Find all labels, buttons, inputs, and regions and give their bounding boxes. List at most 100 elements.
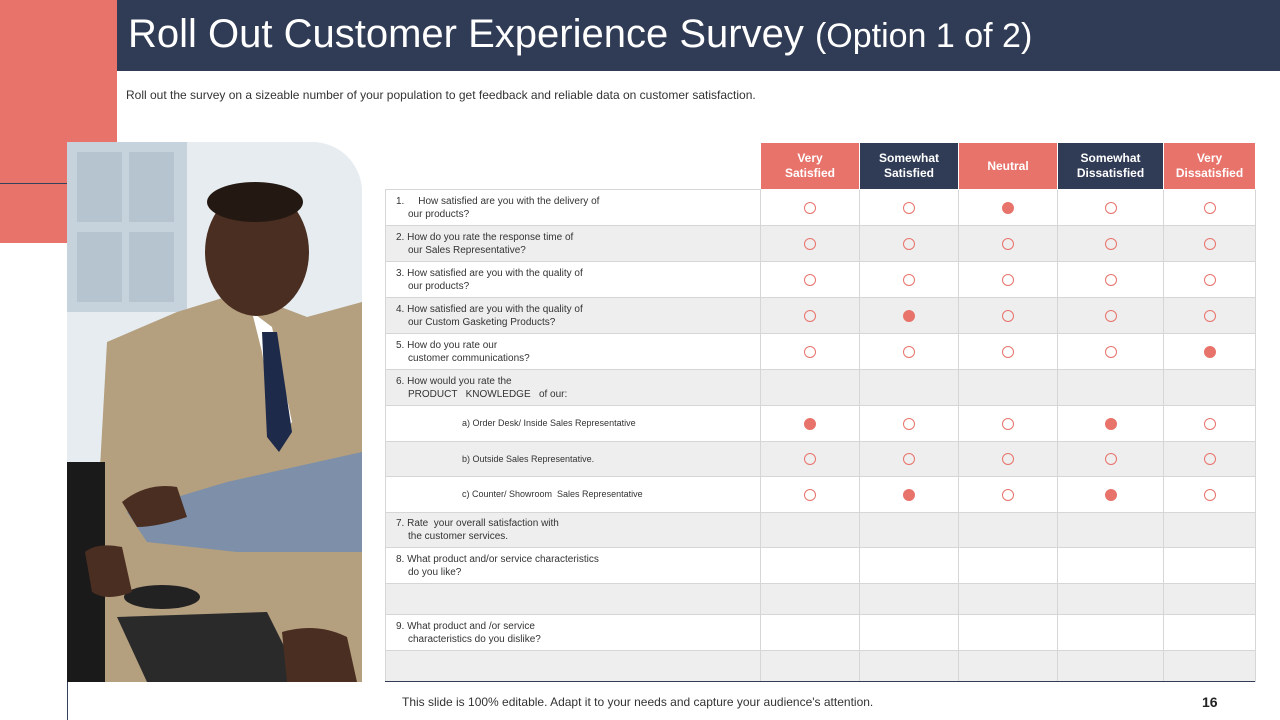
radio-option[interactable] xyxy=(804,201,816,214)
survey-question: 8. What product and/or service character… xyxy=(385,547,761,584)
rating-cell xyxy=(1163,650,1256,682)
rating-cell xyxy=(760,189,860,226)
radio-option[interactable] xyxy=(1002,237,1014,250)
rating-cell xyxy=(1163,297,1256,334)
rating-cell xyxy=(1163,476,1256,513)
divider-line xyxy=(0,183,67,184)
rating-cell xyxy=(958,405,1058,442)
col-somewhat-satisfied: Somewhat Satisfied xyxy=(859,142,959,190)
radio-option[interactable] xyxy=(903,453,915,465)
radio-option[interactable] xyxy=(1002,488,1014,501)
survey-question: b) Outside Sales Representative. xyxy=(385,441,761,477)
survey-question xyxy=(385,583,761,615)
question-text: 7. Rate your overall satisfaction with xyxy=(396,518,559,529)
col-neutral: Neutral xyxy=(958,142,1058,190)
radio-option[interactable] xyxy=(1203,237,1216,250)
rating-cell xyxy=(859,476,959,513)
col-very-dissatisfied: Very Dissatisfied xyxy=(1163,142,1256,190)
radio-selected[interactable] xyxy=(1104,488,1117,501)
question-text: 5. How do you rate our xyxy=(396,339,498,351)
question-text-line2: do you like? xyxy=(408,566,462,578)
page-number: 16 xyxy=(1202,694,1218,710)
rating-cell xyxy=(859,650,959,682)
radio-option[interactable] xyxy=(804,488,816,501)
radio-option[interactable] xyxy=(1104,237,1117,250)
radio-option[interactable] xyxy=(1002,309,1014,322)
rating-cell xyxy=(859,369,959,406)
radio-selected[interactable] xyxy=(903,488,915,501)
rating-cell xyxy=(859,614,959,651)
rating-cell xyxy=(760,297,860,334)
survey-question: 1. How satisfied are you with the delive… xyxy=(385,189,761,226)
question-text-line2: customer communications? xyxy=(408,352,530,364)
radio-option[interactable] xyxy=(804,237,816,250)
radio-selected[interactable] xyxy=(1104,417,1117,430)
radio-option[interactable] xyxy=(1203,201,1216,214)
question-text-line2: the customer services. xyxy=(408,531,509,542)
survey-table: Very Satisfied Somewhat Satisfied Neutral … xyxy=(385,142,1256,682)
radio-option[interactable] xyxy=(1203,453,1216,465)
radio-option[interactable] xyxy=(903,345,915,358)
survey-row: a) Order Desk/ Inside Sales Representati… xyxy=(385,405,1256,442)
radio-option[interactable] xyxy=(1203,273,1216,286)
radio-selected[interactable] xyxy=(1203,345,1216,358)
survey-question: a) Order Desk/ Inside Sales Representati… xyxy=(385,405,761,442)
rating-cell xyxy=(760,225,860,262)
radio-option[interactable] xyxy=(1104,345,1117,358)
rating-cell xyxy=(859,512,959,548)
radio-selected[interactable] xyxy=(903,309,915,322)
radio-selected[interactable] xyxy=(804,417,816,430)
survey-header-row: Very Satisfied Somewhat Satisfied Neutral … xyxy=(385,142,1256,190)
radio-option[interactable] xyxy=(903,417,915,430)
radio-option[interactable] xyxy=(804,309,816,322)
survey-row: 6. How would you rate the PRODUCT KNOWLED… xyxy=(385,369,1256,406)
radio-option[interactable] xyxy=(1002,345,1014,358)
radio-option[interactable] xyxy=(1203,488,1216,501)
radio-option[interactable] xyxy=(1104,309,1117,322)
radio-option[interactable] xyxy=(1002,417,1014,430)
survey-question xyxy=(385,650,761,682)
rating-cell xyxy=(958,225,1058,262)
question-text: 1. How satisfied are you with the delive… xyxy=(396,195,600,207)
radio-option[interactable] xyxy=(804,273,816,286)
radio-option[interactable] xyxy=(1002,453,1014,465)
rating-cell xyxy=(1163,189,1256,226)
radio-option[interactable] xyxy=(1002,273,1014,286)
radio-option[interactable] xyxy=(1104,201,1117,214)
radio-option[interactable] xyxy=(903,237,915,250)
rating-cell xyxy=(958,614,1058,651)
radio-option[interactable] xyxy=(903,201,915,214)
radio-selected[interactable] xyxy=(1002,201,1014,214)
radio-option[interactable] xyxy=(1203,417,1216,430)
radio-option[interactable] xyxy=(1203,309,1216,322)
survey-row: 4. How satisfied are you with the qualit… xyxy=(385,297,1256,334)
survey-row xyxy=(385,583,1256,615)
rating-cell xyxy=(1163,614,1256,651)
radio-option[interactable] xyxy=(804,345,816,358)
rating-cell xyxy=(958,547,1058,584)
rating-cell xyxy=(1163,583,1256,615)
survey-row: 1. How satisfied are you with the delive… xyxy=(385,189,1256,226)
col-very-satisfied: Very Satisfied xyxy=(760,142,860,190)
divider-line-vertical xyxy=(67,682,68,720)
survey-row: 9. What product and /or service character… xyxy=(385,614,1256,651)
radio-option[interactable] xyxy=(804,453,816,465)
radio-option[interactable] xyxy=(1104,273,1117,286)
question-text-line2: PRODUCT KNOWLEDGE of our: xyxy=(408,388,568,400)
rating-cell xyxy=(1057,369,1164,406)
rating-cell xyxy=(859,547,959,584)
rating-cell xyxy=(1057,333,1164,370)
rating-cell xyxy=(859,189,959,226)
survey-row: 2. How do you rate the response time of o… xyxy=(385,225,1256,262)
rating-cell xyxy=(1057,476,1164,513)
slide-title-sub: (Option 1 of 2) xyxy=(814,17,1033,55)
radio-option[interactable] xyxy=(1104,453,1117,465)
rating-cell xyxy=(1057,261,1164,298)
radio-option[interactable] xyxy=(903,273,915,286)
title-bar xyxy=(117,0,1280,71)
rating-cell xyxy=(760,614,860,651)
survey-row: c) Counter/ Showroom Sales Representativ… xyxy=(385,476,1256,513)
rating-cell xyxy=(859,441,959,477)
rating-cell xyxy=(958,369,1058,406)
rating-cell xyxy=(1163,512,1256,548)
